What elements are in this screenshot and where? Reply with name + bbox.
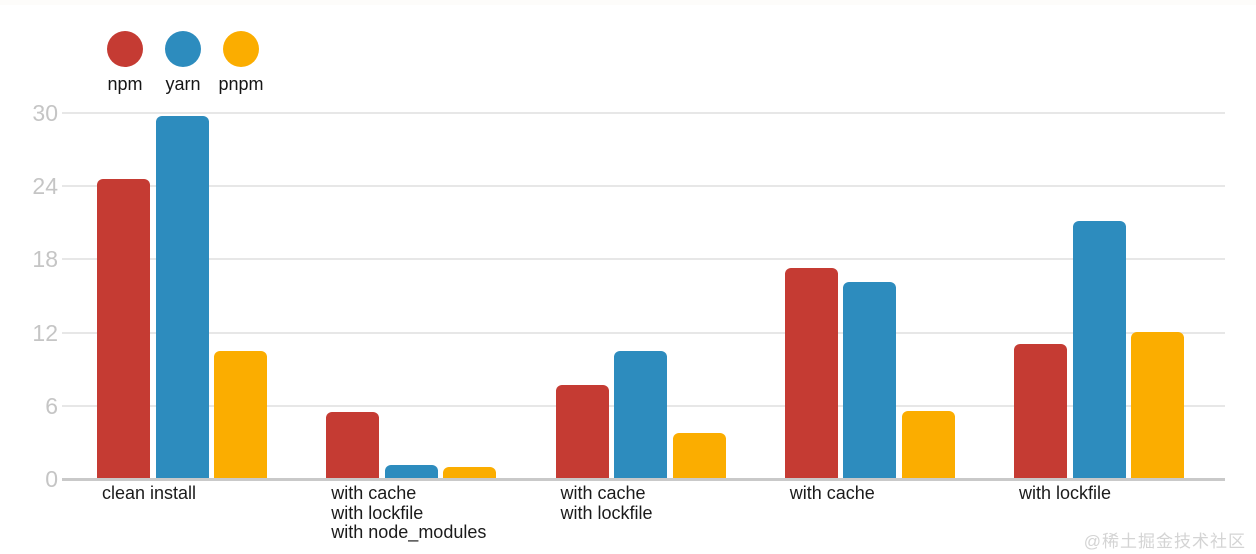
y-tick-label-6: 6 [45, 392, 58, 419]
category-label-2: with cache with lockfile with node_modules [331, 483, 487, 543]
bar-pnpm-group-5 [1131, 331, 1184, 478]
bar-npm-group-3 [555, 385, 609, 478]
category-label-3: with cache with lockfile [560, 483, 653, 523]
gridline-12 [62, 331, 1225, 334]
legend-dot-yarn [165, 31, 201, 67]
category-label-line: with lockfile [1019, 483, 1112, 503]
top-edge-strip [0, 0, 1256, 5]
bar-npm-group-4 [784, 268, 838, 478]
legend-dot-pnpm [223, 31, 259, 67]
legend-item-yarn: yarn [154, 31, 212, 95]
chart-legend: npm yarn pnpm [96, 31, 270, 95]
bar-pnpm-group-4 [901, 410, 955, 478]
y-tick-label-12: 12 [32, 319, 58, 346]
gridline-30 [62, 112, 1225, 114]
y-tick-label-30: 30 [32, 100, 58, 126]
x-axis-line [62, 477, 1225, 481]
bar-npm-group-1 [97, 179, 150, 478]
bar-yarn-group-4 [843, 281, 897, 478]
bar-npm-group-2 [326, 412, 380, 478]
category-label-4: with cache [789, 483, 875, 504]
category-label-line: with lockfile [331, 502, 424, 523]
category-label-line: with cache [789, 483, 875, 503]
y-tick-label-24: 24 [32, 173, 58, 200]
legend-dot-npm [107, 31, 143, 67]
bar-yarn-group-2 [384, 464, 438, 478]
bar-yarn-group-3 [614, 351, 667, 478]
category-label-line: with cache [331, 483, 417, 503]
category-label-1: clean install [102, 483, 197, 504]
watermark-text: @稀土掘金技术社区 [1083, 532, 1246, 551]
bar-npm-group-5 [1014, 343, 1067, 478]
legend-item-pnpm: pnpm [212, 31, 270, 95]
y-tick-label-18: 18 [32, 246, 58, 273]
legend-item-npm: npm [96, 31, 154, 95]
bar-pnpm-group-3 [672, 432, 726, 478]
legend-label-pnpm: pnpm [218, 74, 264, 94]
bar-yarn-group-1 [155, 115, 209, 478]
legend-label-yarn: yarn [165, 74, 201, 94]
category-label-line: clean install [102, 483, 197, 503]
category-label-5: with lockfile [1019, 483, 1112, 504]
legend-label-npm: npm [107, 74, 143, 94]
gridline-18 [62, 258, 1225, 261]
y-tick-label-0: 0 [45, 466, 58, 492]
bar-pnpm-group-1 [214, 351, 267, 478]
bar-pnpm-group-2 [443, 467, 497, 478]
category-label-line: with lockfile [560, 502, 653, 523]
category-label-line: with cache [560, 483, 646, 503]
gridline-24 [62, 185, 1225, 188]
category-label-line: with node_modules [331, 522, 487, 542]
bar-yarn-group-5 [1072, 220, 1126, 478]
